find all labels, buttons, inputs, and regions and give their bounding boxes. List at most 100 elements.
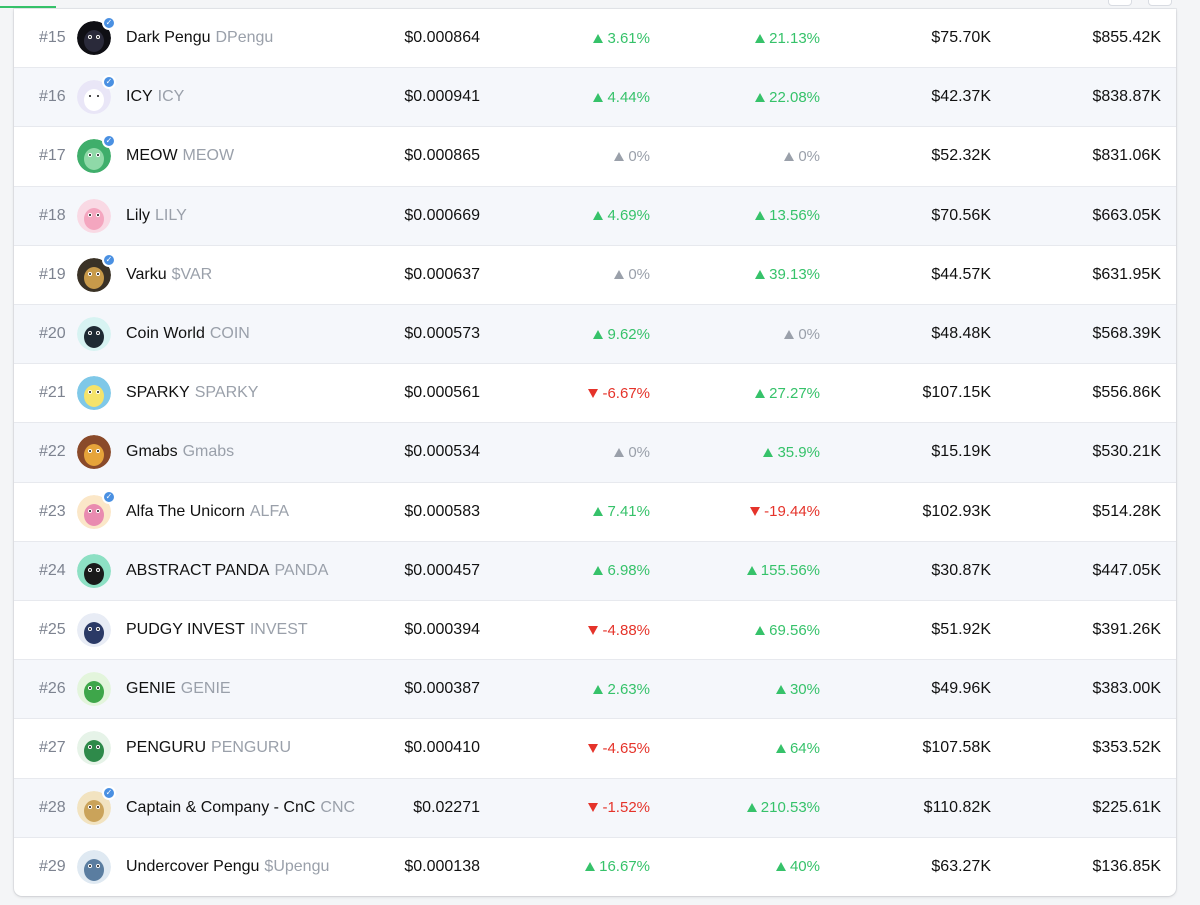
change-2-text: 210.53% [760,799,820,817]
token-name-cell[interactable]: PUDGY INVEST INVEST [126,601,308,659]
change-1-text: 4.44% [607,88,650,106]
token-avatar[interactable]: ✓ [77,134,116,174]
triangle-down-icon [750,507,761,517]
volume-value: $44.57K [931,265,991,283]
token-avatar[interactable]: ✓ [77,785,116,825]
change-2-value: 155.56% [746,542,820,600]
market-cap-value: $556.86K [1092,384,1161,402]
token-name-cell[interactable]: SPARKY SPARKY [126,364,258,422]
triangle-up-icon [775,684,786,694]
change-1-text: 16.67% [599,858,650,876]
change-2-value: 27.27% [755,364,820,422]
table-row[interactable]: #26 GENIE GENIE $0.000387 2.63% 30% $49.96K $38… [14,660,1176,720]
change-2-text: 40% [789,858,820,876]
rank-label: #23 [39,502,66,520]
token-avatar[interactable] [77,435,111,470]
change-1-value: 4.69% [593,187,650,245]
volume-value: $30.87K [931,561,991,579]
token-symbol: PANDA [274,561,329,579]
token-name-cell[interactable]: Varku $VAR [126,246,212,304]
table-row[interactable]: #28 ✓ Captain & Company - CnC CNC $0.02271 -1… [14,778,1176,838]
table-row[interactable]: #24 ABSTRACT PANDA PANDA $0.000457 6.98% 155.… [14,541,1176,601]
triangle-up-icon [755,388,766,398]
token-avatar[interactable]: ✓ [77,252,116,292]
table-row[interactable]: #25 PUDGY INVEST INVEST $0.000394 -4.88% 69.5… [14,601,1176,661]
token-name-cell[interactable]: ICY ICY [126,68,184,126]
change-2-text: 0% [798,147,820,165]
token-avatar[interactable] [77,613,111,647]
rank-label: #16 [39,88,66,106]
table-row[interactable]: #21 SPARKY SPARKY $0.000561 -6.67% 27.27% $107… [14,364,1176,424]
penguru-avatar-icon [77,731,111,766]
change-1-value: 0% [614,423,650,481]
rank-label: #29 [39,857,66,875]
change-1-text: 7.41% [607,503,650,521]
token-name: ICY [126,88,153,106]
top-strip [0,0,1200,10]
token-avatar[interactable] [77,376,111,411]
coin-world-avatar-icon [77,317,111,351]
token-avatar[interactable]: ✓ [77,489,116,529]
triangle-down-icon [588,625,599,635]
table-row[interactable]: #23 ✓ Alfa The Unicorn ALFA $0.000583 7.41% -1… [14,483,1176,542]
token-avatar[interactable] [77,849,111,884]
pagination-prev-button[interactable] [1108,0,1132,6]
price-value: $0.000561 [404,384,480,402]
token-avatar[interactable] [77,731,111,766]
table-row[interactable]: #16 ✓ ICY ICY $0.000941 4.44% 22.08% $42.37K $83… [14,68,1176,128]
token-name-cell[interactable]: Undercover Pengu $Upengu [126,838,329,896]
token-name: SPARKY [126,384,190,402]
table-row[interactable]: #17 ✓ MEOW MEOW $0.000865 0% 0% $52.32K $831.06K [14,127,1176,187]
change-1-value: 7.41% [593,483,650,541]
varku-avatar-icon [77,257,111,292]
abstract-panda-avatar-icon [77,553,111,588]
token-avatar[interactable] [77,198,111,233]
table-row[interactable]: #19 ✓ Varku $VAR $0.000637 0% 39.13% $44.57K $63… [14,246,1176,305]
rank-label: #26 [39,680,66,698]
change-2-value: 210.53% [746,779,820,837]
verified-check-icon: ✓ [102,16,116,30]
table-row[interactable]: #27 PENGURU PENGURU $0.000410 -4.65% 64% $107.… [14,719,1176,779]
verified-check-icon: ✓ [102,489,116,504]
token-name-cell[interactable]: Coin World COIN [126,305,250,363]
pagination-next-button[interactable] [1148,0,1172,6]
change-2-text: 0% [798,325,820,343]
change-2-text: 155.56% [760,562,820,580]
token-symbol: Gmabs [182,443,235,461]
table-row[interactable]: #15 ✓ Dark Pengu DPengu $0.000864 3.61% 21.13%… [14,9,1176,69]
price-value: $0.000583 [404,502,480,520]
table-row[interactable]: #20 Coin World COIN $0.000573 9.62% 0% $48.48K… [14,305,1176,365]
token-name-cell[interactable]: Captain & Company - CnC CNC [126,779,355,837]
token-name: Undercover Pengu [126,857,260,875]
token-avatar[interactable] [77,553,111,588]
token-name-cell[interactable]: Lily LILY [126,187,187,245]
token-name-cell[interactable]: GENIE GENIE [126,660,231,718]
token-name-cell[interactable]: Alfa The Unicorn ALFA [126,483,289,541]
price-value: $0.000864 [404,29,480,47]
token-name-cell[interactable]: PENGURU PENGURU [126,719,291,777]
rank-label: #25 [39,621,66,639]
triangle-up-icon [593,329,604,339]
change-2-value: 64% [775,719,820,777]
volume-value: $15.19K [931,443,991,461]
token-name-cell[interactable]: Gmabs Gmabs [126,423,234,481]
token-name-cell[interactable]: MEOW MEOW [126,127,234,185]
token-name-cell[interactable]: ABSTRACT PANDA PANDA [126,542,328,600]
rank-label: #21 [39,384,66,402]
token-avatar[interactable] [77,317,111,351]
change-2-text: -19.44% [764,503,820,521]
volume-value: $107.58K [922,739,991,757]
token-avatar[interactable]: ✓ [77,16,116,55]
triangle-up-icon [755,211,766,221]
table-row[interactable]: #29 Undercover Pengu $Upengu $0.000138 16.67… [14,838,1176,896]
price-value: $0.000534 [404,443,480,461]
token-name-cell[interactable]: Dark Pengu DPengu [126,9,273,67]
rank-label: #19 [39,265,66,283]
token-avatar[interactable] [77,672,111,707]
token-avatar[interactable]: ✓ [77,75,116,115]
rank-label: #27 [39,739,66,757]
table-row[interactable]: #18 Lily LILY $0.000669 4.69% 13.56% $70.56K $6… [14,186,1176,246]
change-1-text: -4.88% [602,621,650,639]
table-row[interactable]: #22 Gmabs Gmabs $0.000534 0% 35.9% $15.19K $530… [14,423,1176,483]
triangle-up-icon [593,507,604,517]
